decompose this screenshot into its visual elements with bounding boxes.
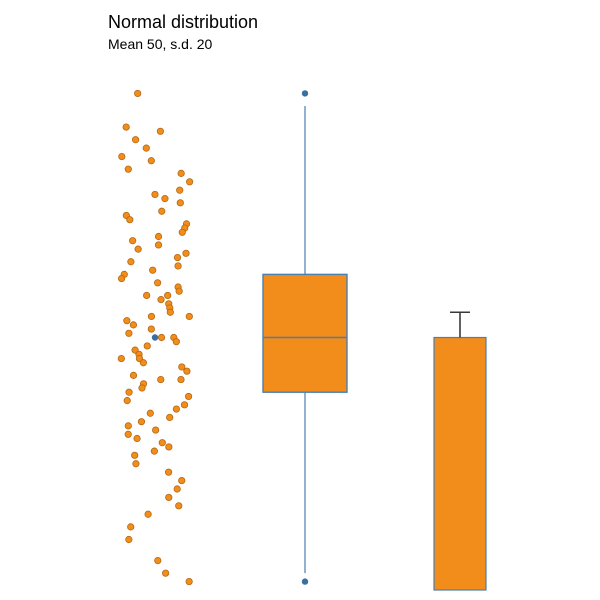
scatter-point (148, 313, 154, 319)
scatter-point (147, 410, 153, 416)
scatter-point (174, 486, 180, 492)
scatter-point (155, 233, 161, 239)
scatter-point (148, 326, 154, 332)
scatter-point (183, 250, 189, 256)
scatter-point (128, 524, 134, 530)
scatter-point (155, 557, 161, 563)
scatter-point (132, 137, 138, 143)
boxplot (263, 90, 347, 585)
scatter-point (124, 317, 130, 323)
scatter-point (135, 246, 141, 252)
scatter-point (155, 242, 161, 248)
scatter-point (126, 330, 132, 336)
scatter-point (178, 170, 184, 176)
scatter-point (127, 216, 133, 222)
scatter-point (138, 418, 144, 424)
scatter-point (177, 200, 183, 206)
scatter-point (139, 385, 145, 391)
scatter-point (162, 195, 168, 201)
scatter-point (176, 288, 182, 294)
scatter-point (118, 275, 124, 281)
scatter-point (152, 427, 158, 433)
scatter-point (151, 448, 157, 454)
scatter-point (133, 461, 139, 467)
scatter-point (124, 397, 130, 403)
scatter-point (149, 267, 155, 273)
scatter-point (185, 393, 191, 399)
scatter-point (131, 452, 137, 458)
scatter-point (143, 292, 149, 298)
scatter-point (173, 406, 179, 412)
mean-bar (434, 312, 486, 590)
scatter-point (177, 187, 183, 193)
scatter-point (164, 292, 170, 298)
scatter-point (126, 389, 132, 395)
scatter-point (159, 208, 165, 214)
scatter-point (167, 309, 173, 315)
scatter-point (178, 376, 184, 382)
scatter-point (162, 570, 168, 576)
scatter-point (179, 477, 185, 483)
scatter-point (140, 360, 146, 366)
scatter-point (181, 402, 187, 408)
scatter-point (144, 343, 150, 349)
scatter-point (126, 536, 132, 542)
scatter-point (176, 503, 182, 509)
scatter-point (174, 254, 180, 260)
scatter-point (158, 334, 164, 340)
bar-rect (434, 338, 486, 591)
scatter-point (179, 229, 185, 235)
scatter-point (130, 322, 136, 328)
scatter-point (165, 469, 171, 475)
scatter-point (123, 124, 129, 130)
scatter-point (154, 280, 160, 286)
scatter-point (184, 368, 190, 374)
scatter-point (125, 423, 131, 429)
scatter-point (134, 90, 140, 96)
scatter-point (148, 158, 154, 164)
scatter-point (128, 259, 134, 265)
scatter-point (186, 578, 192, 584)
scatter-point (119, 153, 125, 159)
scatter-point (186, 179, 192, 185)
scatter-point (175, 263, 181, 269)
scatter-point (134, 435, 140, 441)
scatter-point (157, 128, 163, 134)
boxplot-outlier (302, 90, 308, 96)
scatter-point (158, 376, 164, 382)
scatter-point (129, 238, 135, 244)
scatter-point (130, 372, 136, 378)
scatter-point (173, 339, 179, 345)
scatter-point (158, 296, 164, 302)
scatter-point (118, 355, 124, 361)
scatter-point (143, 145, 149, 151)
scatter-strip (118, 90, 193, 585)
scatter-point (152, 191, 158, 197)
scatter-point (125, 166, 131, 172)
scatter-point (166, 444, 172, 450)
box (263, 274, 347, 392)
scatter-point (159, 440, 165, 446)
scatter-point (167, 414, 173, 420)
scatter-center-dot (152, 334, 158, 340)
scatter-point (145, 511, 151, 517)
scatter-point (186, 313, 192, 319)
boxplot-outlier (302, 578, 308, 584)
scatter-point (166, 494, 172, 500)
chart-canvas (0, 0, 600, 600)
scatter-point (125, 431, 131, 437)
